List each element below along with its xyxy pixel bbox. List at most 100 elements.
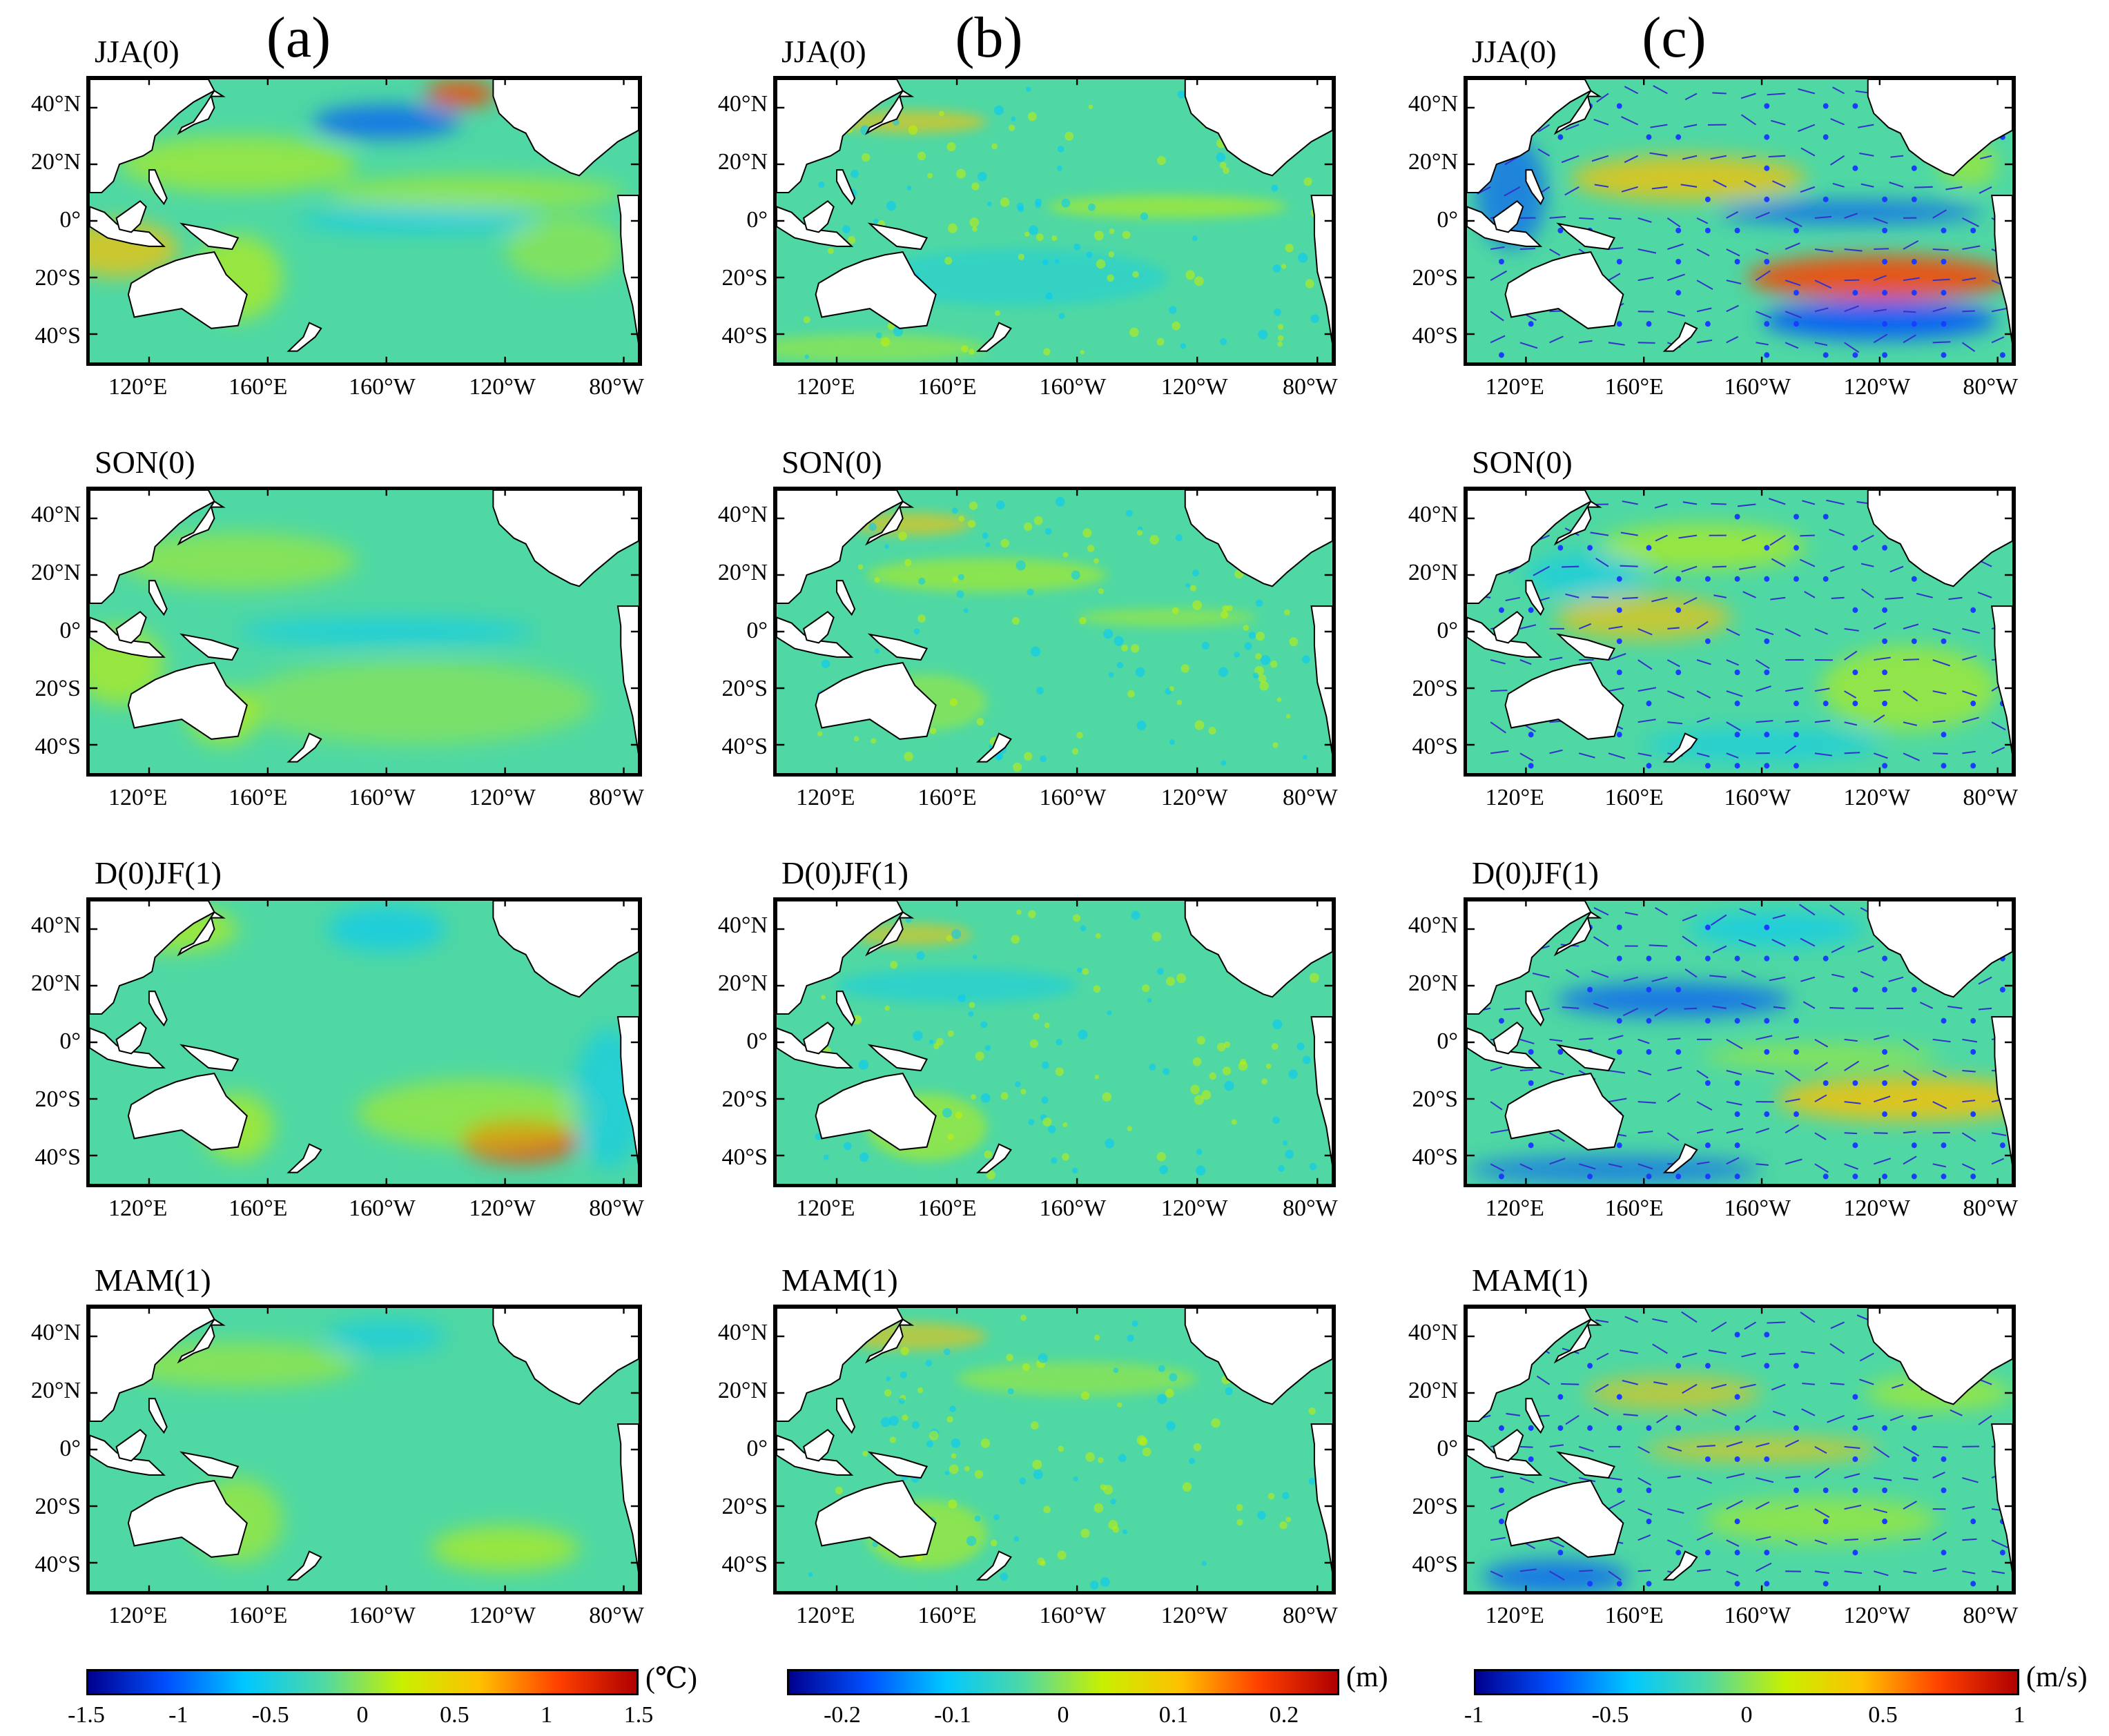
wind-vector-arrow	[1490, 1503, 1505, 1510]
ssh-speckle	[984, 1044, 991, 1051]
significance-dot	[1970, 1519, 1976, 1525]
significance-dot	[1823, 1581, 1829, 1587]
ssh-speckle	[1076, 967, 1082, 973]
ssh-speckle	[1156, 1152, 1166, 1162]
wind-vector-arrow	[1666, 217, 1681, 228]
ssh-speckle	[990, 1539, 998, 1547]
wind-vector-arrow	[1637, 1070, 1652, 1075]
ssh-speckle	[1308, 1407, 1316, 1415]
wind-vector-arrow	[1903, 721, 1917, 726]
landmass-shape	[1467, 1308, 1592, 1423]
landmass-shape	[1556, 1451, 1615, 1479]
significance-dot	[1616, 924, 1622, 930]
landmass-shape	[127, 661, 248, 740]
anomaly-patch	[1644, 728, 1880, 762]
wind-vector-arrow	[1962, 750, 1976, 754]
wind-vector-arrow	[1800, 1351, 1816, 1354]
wind-vector-arrow	[1621, 116, 1639, 126]
ssh-speckle	[1023, 752, 1033, 761]
wind-vector-arrow	[1978, 976, 1992, 985]
wind-vector-arrow	[1536, 1375, 1551, 1385]
ssh-speckle	[974, 1470, 984, 1479]
wind-vector-arrow	[1785, 687, 1804, 692]
wind-vector-arrow	[1785, 1036, 1800, 1040]
wind-vector-arrow	[1549, 1444, 1564, 1447]
landmass-shape	[148, 1398, 168, 1434]
significance-dot	[1499, 1017, 1504, 1024]
significance-dot	[1911, 1456, 1917, 1463]
ssh-speckle	[929, 1039, 934, 1044]
anomaly-field	[777, 1308, 1332, 1591]
ssh-speckle	[917, 151, 926, 161]
anomaly-patch	[851, 512, 972, 536]
ssh-speckle	[1255, 653, 1262, 660]
wind-vector-arrow	[1608, 1570, 1622, 1581]
ssh-speckle	[1244, 642, 1252, 650]
ssh-speckle	[1157, 1394, 1167, 1405]
wind-vector-arrow	[1831, 973, 1845, 978]
ssh-speckle	[946, 935, 953, 942]
wind-vector-arrow	[1844, 305, 1859, 313]
latitude-label: 20°N	[717, 971, 768, 996]
wind-vector-arrow	[1756, 627, 1774, 636]
ssh-speckle	[1108, 672, 1114, 678]
ssh-speckle	[1310, 314, 1319, 324]
landmass-shape	[177, 1318, 226, 1364]
latitude-label: 0°	[59, 1436, 81, 1461]
colorbar-tick-label: 1.5	[623, 1702, 654, 1728]
latitude-label: 20°N	[717, 560, 768, 585]
wind-vector-arrow	[1756, 1127, 1769, 1134]
ssh-speckle	[964, 1465, 970, 1472]
wind-vector-arrow	[1590, 531, 1609, 536]
wind-vector-arrow	[1844, 721, 1858, 726]
wind-vector-arrow	[1962, 1038, 1978, 1043]
anomaly-patch	[356, 1079, 594, 1147]
landmass-shape	[802, 610, 835, 644]
wind-vector-arrow	[1991, 1539, 2008, 1549]
wind-vector-arrow	[1768, 155, 1786, 158]
landmass-shape	[286, 1143, 322, 1173]
significance-dot	[1704, 1550, 1711, 1556]
ssh-speckle	[958, 574, 964, 581]
ssh-speckle	[1151, 931, 1162, 942]
longitude-label: 120°W	[1160, 1603, 1228, 1628]
wind-vector-arrow	[1696, 1568, 1711, 1572]
ssh-speckle	[906, 185, 912, 191]
landmass-shape	[492, 901, 639, 998]
wind-vector-arrow	[1903, 752, 1920, 761]
significance-dot	[1646, 1425, 1652, 1431]
wind-vector-arrow	[1591, 155, 1609, 162]
ssh-speckle	[948, 1499, 958, 1509]
anomaly-patch	[1555, 982, 1791, 1017]
ssh-speckle	[958, 994, 966, 1003]
ssh-speckle	[944, 257, 953, 265]
significance-dot	[1882, 1519, 1888, 1525]
significance-dot	[1911, 1425, 1917, 1431]
ssh-speckle	[1282, 1492, 1290, 1500]
ssh-speckle	[986, 1170, 995, 1180]
wind-vector-arrow	[1593, 907, 1609, 916]
ssh-speckle	[804, 354, 809, 360]
ssh-speckle	[1013, 1536, 1020, 1542]
wind-vector-arrow	[1932, 1070, 1947, 1078]
anomaly-patch	[1644, 1438, 1880, 1461]
ssh-speckle	[1058, 313, 1065, 320]
anomaly-patch	[851, 923, 972, 946]
ssh-speckle	[1055, 496, 1065, 507]
wind-vector-arrow	[1977, 592, 1992, 598]
wind-vector-arrow	[1756, 685, 1771, 692]
significance-dot	[1882, 1487, 1888, 1494]
landmass-shape	[1662, 322, 1698, 352]
ssh-speckle	[1117, 1402, 1122, 1408]
significance-dot	[1616, 1017, 1622, 1024]
landmass-shape	[1553, 911, 1602, 957]
wind-vector-arrow	[1490, 335, 1506, 344]
map-panel	[1464, 897, 2016, 1187]
ssh-speckle	[1043, 1505, 1051, 1514]
significance-dot	[1675, 258, 1682, 265]
significance-dot	[1499, 1487, 1504, 1494]
landmass-shape	[1556, 633, 1615, 661]
ssh-speckle	[1038, 1353, 1048, 1363]
season-title: D(0)JF(1)	[95, 855, 222, 890]
significance-dot	[1734, 1142, 1740, 1149]
